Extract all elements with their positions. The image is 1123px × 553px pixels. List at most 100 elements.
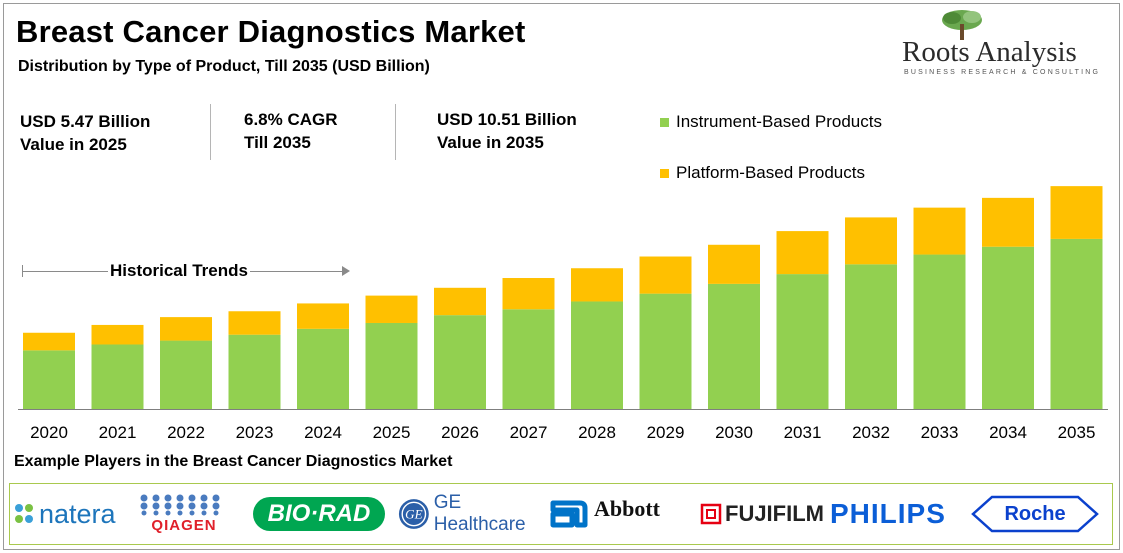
- kpi-value-2025-amount: USD 5.47 Billion: [20, 112, 151, 131]
- x-tick-label: 2030: [715, 423, 753, 442]
- bar-platform-2034: [982, 197, 1034, 247]
- x-tick-label: 2033: [921, 423, 959, 442]
- x-tick-label: 2028: [578, 423, 616, 442]
- bar-instrument-2028: [571, 301, 623, 409]
- logo-biorad: BIO·RAD: [253, 484, 389, 544]
- abbott-a-icon: [550, 500, 588, 528]
- bar-platform-2026: [434, 287, 486, 316]
- bar-platform-2022: [160, 317, 212, 341]
- bar-instrument-2026: [434, 315, 486, 409]
- natera-dots-icon: [15, 504, 33, 523]
- x-tick-label: 2027: [510, 423, 548, 442]
- roche-hexagon-icon: [971, 495, 1099, 533]
- bar-instrument-2020: [23, 350, 75, 409]
- kpi-value-2025-label: Value in 2025: [20, 135, 127, 154]
- bar-instrument-2024: [297, 328, 349, 409]
- legend-instrument: Instrument-Based Products: [660, 112, 882, 132]
- bar-instrument-2025: [365, 322, 418, 409]
- biorad-oval-icon: BIO·RAD: [253, 497, 385, 531]
- fujifilm-mark-icon: [700, 503, 722, 525]
- x-tick-label: 2032: [852, 423, 890, 442]
- logo-natera: natera: [12, 484, 124, 544]
- ge-monogram-icon: GE: [398, 499, 429, 529]
- logo-roche: Roche: [970, 484, 1106, 544]
- fujifilm-wordmark: FUJIFILM: [725, 501, 824, 526]
- qiagen-wordmark: QIAGEN: [151, 517, 217, 534]
- legend-label-platform: Platform-Based Products: [676, 163, 865, 182]
- svg-text:GE: GE: [405, 507, 422, 522]
- x-tick-label: 2024: [304, 423, 342, 442]
- natera-wordmark: natera: [39, 498, 116, 529]
- brand-tagline: BUSINESS RESEARCH & CONSULTING: [904, 69, 1101, 76]
- roche-wordmark: Roche: [1004, 502, 1066, 525]
- bar-platform-2020: [23, 332, 75, 351]
- page-title: Breast Cancer Diagnostics Market: [16, 14, 526, 49]
- kpi-value-2035-label: Value in 2035: [437, 133, 544, 152]
- x-tick-label: 2022: [167, 423, 205, 442]
- x-tick-label: 2026: [441, 423, 479, 442]
- bar-instrument-2035: [1050, 238, 1103, 409]
- bar-instrument-2033: [913, 254, 966, 409]
- x-tick-label: 2021: [99, 423, 137, 442]
- bar-platform-2027: [502, 278, 555, 310]
- arrow-right-icon: [342, 266, 350, 276]
- x-tick-label: 2023: [236, 423, 274, 442]
- bar-platform-2032: [845, 217, 897, 265]
- bar-instrument-2022: [160, 340, 212, 409]
- kpi-cagr: 6.8% CAGR Till 2035: [244, 108, 338, 154]
- kpi-cagr-label: Till 2035: [244, 133, 311, 152]
- abbott-wordmark: Abbott: [594, 496, 661, 521]
- logo-abbott: Abbott: [550, 484, 690, 544]
- bar-platform-2025: [365, 295, 418, 323]
- bar-platform-2028: [571, 268, 623, 302]
- historical-label: Historical Trends: [108, 261, 250, 281]
- bar-instrument-2034: [982, 246, 1034, 409]
- philips-wordmark: PHILIPS: [830, 498, 946, 529]
- kpi-value-2035-amount: USD 10.51 Billion: [437, 110, 577, 129]
- logo-ge-healthcare: GE GE Healthcare: [398, 484, 550, 544]
- x-tick-label: 2025: [373, 423, 411, 442]
- bar-platform-2024: [297, 303, 349, 329]
- legend-swatch-instrument: [660, 117, 669, 127]
- page-subtitle: Distribution by Type of Product, Till 20…: [18, 58, 430, 75]
- logo-qiagen: QIAGEN: [134, 484, 234, 544]
- bar-instrument-2031: [776, 274, 829, 409]
- kpi-value-2035: USD 10.51 Billion Value in 2035: [437, 108, 577, 154]
- legend-platform: Platform-Based Products: [660, 163, 865, 183]
- logo-philips: PHILIPS: [830, 484, 965, 544]
- kpi-divider: [210, 104, 211, 160]
- bar-instrument-2032: [845, 264, 897, 409]
- players-title: Example Players in the Breast Cancer Dia…: [14, 453, 453, 470]
- biorad-wordmark: BIO·RAD: [267, 500, 371, 527]
- players-logo-strip: natera QIAGEN BIO·RAD GE GE Healthcare: [9, 483, 1113, 545]
- kpi-divider: [395, 104, 396, 160]
- bar-platform-2033: [913, 207, 966, 255]
- x-tick-label: 2035: [1058, 423, 1096, 442]
- bar-platform-2023: [228, 311, 281, 335]
- bar-instrument-2029: [639, 293, 692, 409]
- logo-fujifilm: FUJIFILM: [700, 484, 830, 544]
- x-tick-label: 2031: [784, 423, 822, 442]
- kpi-value-2025: USD 5.47 Billion Value in 2025: [20, 110, 150, 156]
- kpi-cagr-amount: 6.8% CAGR: [244, 110, 338, 129]
- bar-instrument-2021: [91, 344, 144, 409]
- brand-name: Roots Analysis: [902, 36, 1077, 68]
- roots-analysis-logo: Roots Analysis BUSINESS RESEARCH & CONSU…: [896, 8, 1106, 80]
- ge-healthcare-wordmark: GE Healthcare: [433, 492, 526, 535]
- tree-icon: [942, 10, 982, 40]
- legend-swatch-platform: [660, 168, 669, 178]
- bar-platform-2035: [1050, 186, 1103, 239]
- bar-instrument-2027: [502, 309, 555, 409]
- legend-label-instrument: Instrument-Based Products: [676, 112, 882, 131]
- bar-platform-2021: [91, 324, 144, 345]
- bar-platform-2031: [776, 231, 829, 275]
- qiagen-dots-icon: [140, 494, 220, 516]
- x-tick-label: 2020: [30, 423, 68, 442]
- bar-platform-2029: [639, 256, 692, 294]
- bar-instrument-2030: [708, 283, 760, 409]
- historical-trends-annotation: Historical Trends: [22, 260, 350, 282]
- x-tick-label: 2034: [989, 423, 1027, 442]
- bar-platform-2030: [708, 244, 760, 284]
- x-tick-label: 2029: [647, 423, 685, 442]
